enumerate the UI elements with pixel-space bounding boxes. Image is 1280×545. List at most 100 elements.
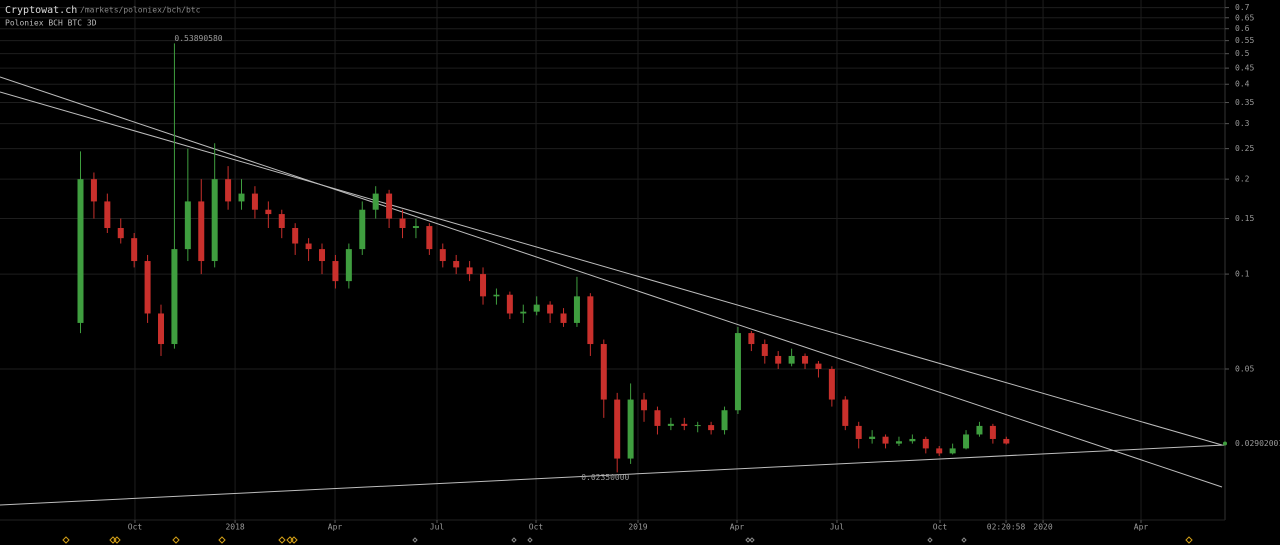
grid-layer (0, 0, 1225, 520)
candle-body (238, 193, 245, 202)
annotation: 0.53890580 (174, 34, 222, 43)
event-markers (62, 536, 1193, 544)
y-tick-label: 0.1 (1235, 270, 1250, 279)
x-tick-label: Jul (430, 523, 445, 532)
candle-body (936, 448, 943, 454)
y-tick-label: 0.6 (1235, 24, 1250, 33)
x-tick-label: Apr (328, 523, 343, 532)
candle-body (627, 399, 634, 459)
candle-body (278, 214, 285, 229)
candle-body (466, 267, 473, 275)
candle-body (319, 249, 326, 262)
trend-line (0, 91, 1223, 446)
candle-body (708, 425, 715, 431)
y-tick-label: 0.4 (1235, 80, 1250, 89)
candle-body (667, 423, 674, 426)
candle-body (439, 249, 446, 262)
x-tick-label: 2020 (1033, 523, 1052, 532)
y-tick-label: 0.2 (1235, 175, 1250, 184)
candle-body (734, 333, 741, 411)
candle-body (788, 355, 795, 364)
y-tick-label: 0.35 (1235, 98, 1254, 107)
candle-body (171, 249, 178, 345)
candle-body (600, 344, 607, 400)
x-tick-label: Apr (730, 523, 745, 532)
candle-body (225, 179, 232, 202)
x-tick-label: Apr (1134, 523, 1149, 532)
candle-body (480, 274, 487, 297)
x-tick-label: Jul (830, 523, 845, 532)
x-tick-label: 2018 (225, 523, 244, 532)
candle-body (641, 399, 648, 411)
candle-body (1003, 438, 1010, 444)
y-tick-label: 0.7 (1235, 3, 1250, 12)
candle-body (305, 243, 312, 250)
y-tick-label: 0.5 (1235, 49, 1250, 58)
candle-body (386, 193, 393, 219)
candle-body (842, 399, 849, 426)
candle-body (131, 238, 138, 262)
candle-body (372, 193, 379, 210)
y-tick-label: 0.3 (1235, 119, 1250, 128)
y-tick-label: 0.15 (1235, 214, 1254, 223)
candle-body (399, 218, 406, 229)
candle-body (332, 261, 339, 282)
candle-body (573, 296, 580, 323)
candle-body (694, 425, 701, 427)
candle-body (949, 448, 956, 454)
candle-body (869, 436, 876, 439)
candle-body (506, 294, 513, 314)
candle-body (426, 226, 433, 250)
candle-body (721, 410, 728, 431)
candle-body (77, 179, 84, 323)
candle-body (855, 425, 862, 439)
y-tick-label: 0.45 (1235, 64, 1254, 73)
candle-body (292, 228, 299, 244)
candles (77, 43, 1010, 473)
y-tick-label: 0.65 (1235, 13, 1254, 22)
event-markers-minor (412, 537, 967, 543)
url-path: /markets/poloniex/bch/btc (80, 6, 201, 15)
x-tick-label: 2019 (628, 523, 647, 532)
candle-body (184, 201, 191, 250)
candle-body (158, 313, 165, 345)
candle-body (963, 434, 970, 449)
y-tick-label: 0.05 (1235, 365, 1254, 374)
candle-body (533, 304, 540, 312)
candle-body (412, 226, 419, 229)
annotation: 0.02350000 (581, 473, 629, 482)
candle-body (560, 313, 567, 323)
candle-body (882, 436, 889, 444)
candle-body (144, 261, 151, 314)
trend-line (0, 76, 1223, 488)
candle-body (117, 228, 124, 239)
site-title[interactable]: Cryptowat.ch (5, 5, 77, 16)
candle-body (547, 304, 554, 314)
candle-body (828, 369, 835, 400)
candle-body (748, 333, 755, 345)
candle-body (761, 344, 768, 356)
candle-body (90, 179, 97, 202)
y-tick-label: 0.55 (1235, 36, 1254, 45)
price-marker (1223, 441, 1227, 446)
x-tick-label: Oct (933, 523, 948, 532)
x-tick-label: Oct (128, 523, 143, 532)
candle-body (895, 441, 902, 444)
candle-body (922, 438, 929, 449)
candle-body (681, 423, 688, 426)
candle-body (802, 355, 809, 364)
y-tick-label: 0.25 (1235, 144, 1254, 153)
candle-body (493, 294, 500, 297)
candle-body (198, 201, 205, 262)
candle-body (345, 249, 352, 282)
candle-body (520, 311, 527, 314)
candle-body (104, 201, 111, 229)
candle-body (976, 425, 983, 435)
price-label-bg (1231, 437, 1279, 450)
market-label: Poloniex BCH BTC 3D (5, 19, 97, 28)
trend-line (0, 444, 1226, 506)
candle-body (654, 410, 661, 426)
candle-body (211, 179, 218, 262)
candle-body (614, 399, 621, 459)
